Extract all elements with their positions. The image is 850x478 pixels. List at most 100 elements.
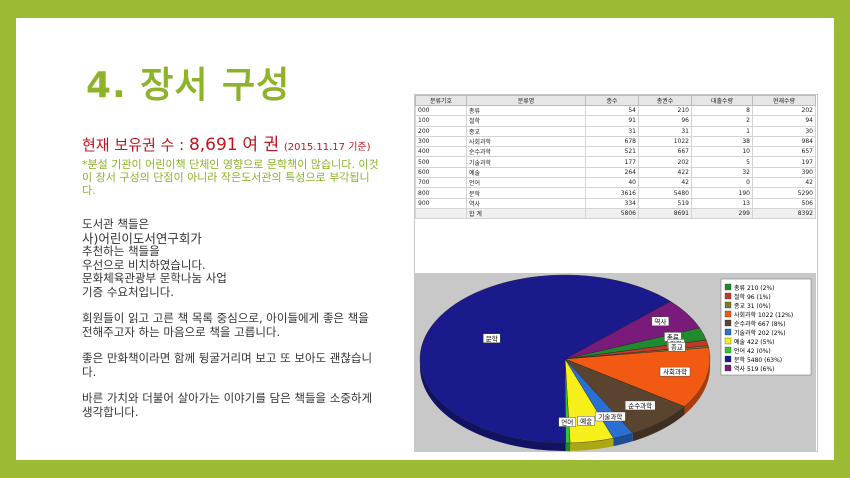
legend-entry: 순수과학 667 (8%) [734, 320, 786, 328]
col-header: 종수 [585, 95, 639, 106]
legend-swatch [724, 301, 732, 309]
data-label: 기술과학 [598, 412, 622, 421]
table-cell: 657 [752, 146, 816, 158]
table-cell: 1 [691, 125, 753, 137]
table-cell: 300 [415, 135, 467, 148]
line: 추천하는 책들을 [82, 244, 160, 258]
line: 우선으로 비치하였습니다. [82, 257, 206, 272]
legend-entry: 종교 31 (0%) [734, 303, 771, 310]
data-label: 순수과학 [628, 401, 652, 410]
table-cell: 800 [415, 187, 467, 199]
body-text: 도서관 책들은 사)어린이도서연구회가 추천하는 책들을 우선으로 비치하였습니… [82, 217, 382, 432]
table-cell: 506 [752, 197, 816, 209]
table-cell: 91 [585, 115, 639, 127]
page-title: 4. 장서 구성 [86, 65, 291, 106]
data-label: 총류 [667, 332, 679, 341]
table-cell: 200 [415, 125, 467, 137]
table-cell: 422 [638, 166, 692, 179]
table-cell: 197 [752, 156, 816, 168]
paragraph-2: 회원들이 읽고 고른 책 목록 중심으로, 아이들에게 좋은 책을 전해주고자 … [82, 311, 369, 339]
legend-swatch [724, 319, 732, 327]
col-header: 대출수량 [691, 95, 753, 106]
line: 문화체육관광부 문학나눔 사업 [82, 271, 227, 285]
data-label-box [577, 416, 595, 426]
legend-swatch [724, 355, 732, 363]
table-cell: 종교 [466, 125, 586, 137]
line: 기증 수요처입니다. [82, 284, 174, 299]
table-header-row: 분류기호 분류명 종수 총권수 대출수량 현재수량 [415, 95, 816, 106]
table-cell: 40 [585, 177, 639, 189]
table-row: 500 기술과학 177 202 5 197 [415, 156, 816, 168]
data-label: 예술 [580, 416, 592, 425]
table-cell: 678 [585, 135, 639, 148]
pie-slice-side-순수과학 [632, 406, 685, 442]
table-cell: 1022 [638, 135, 692, 148]
data-label: 언어 [561, 418, 573, 427]
col-header: 총권수 [638, 95, 692, 106]
table-cell: 합 계 [466, 207, 586, 220]
table-cell: 42 [752, 177, 816, 189]
col-header: 분류기호 [415, 95, 467, 106]
table-cell: 264 [585, 166, 639, 179]
table-cell: 177 [585, 156, 639, 168]
table-cell: 13 [691, 197, 753, 209]
table-cell: 54 [585, 104, 639, 117]
collection-note: *분설 기관이 어린이책 단체인 영향으로 문학책이 많습니다. 이것이 장서 … [82, 158, 379, 197]
legend-entry: 기술과학 202 (2%) [734, 329, 786, 337]
table-cell: 31 [638, 125, 692, 137]
table-cell: 210 [638, 104, 692, 117]
table-cell [415, 207, 467, 220]
legend-entry: 사회과학 1022 (12%) [734, 311, 793, 319]
table-cell: 31 [585, 125, 639, 137]
table-row: 000 총류 54 210 8 202 [415, 104, 816, 117]
pie-slice-문학 [419, 274, 671, 444]
table-cell: 8392 [752, 207, 816, 220]
data-label-box [558, 417, 576, 427]
table-cell: 5480 [638, 187, 692, 199]
pie-slice-side-언어 [565, 442, 571, 451]
table-cell: 667 [638, 146, 692, 158]
legend-entry: 철학 96 (1%) [734, 293, 771, 301]
legend-swatch [724, 283, 732, 291]
legend-entry: 예술 422 (5%) [734, 338, 775, 346]
table-cell: 8 [691, 104, 753, 117]
table-cell: 100 [415, 115, 467, 127]
table-cell: 984 [752, 135, 816, 148]
pie-chart: 총류철학종교사회과학순수과학기술과학예술언어문학역사총류 210 (2%)철학 … [415, 273, 816, 451]
data-label-box [624, 400, 656, 411]
table-row: 100 철학 91 96 2 94 [415, 115, 816, 127]
data-label: 사회과학 [663, 367, 687, 376]
table-cell: 700 [415, 177, 467, 189]
table-cell: 0 [691, 177, 753, 189]
table-cell: 334 [585, 197, 639, 209]
data-label: 역사 [654, 317, 666, 326]
table-cell: 언어 [466, 177, 586, 189]
table-cell: 철학 [466, 115, 586, 127]
table-row: 900 역사 334 519 13 506 [415, 197, 816, 209]
table-cell: 96 [638, 115, 692, 127]
table-cell: 예술 [466, 166, 586, 179]
table-cell: 202 [638, 156, 692, 168]
data-label-box [595, 411, 626, 422]
legend-entry: 총류 210 (2%) [734, 284, 775, 292]
table-cell: 5290 [752, 187, 816, 199]
table-row: 300 사회과학 678 1022 38 984 [415, 135, 816, 148]
data-label: 문학 [486, 334, 498, 343]
table-cell: 519 [638, 197, 692, 209]
table-cell: 400 [415, 146, 467, 158]
data-label: 종교 [671, 343, 683, 351]
line: 사)어린이도서연구회가 [82, 230, 202, 246]
holdings-count: 현재 보유권 수 : 8,691 여 권 (2015.11.17 기준) [82, 130, 371, 155]
table-cell: 총류 [466, 104, 586, 117]
table-cell: 202 [752, 104, 816, 117]
table-cell: 문학 [466, 187, 586, 199]
pie-chart-svg: 총류철학종교사회과학순수과학기술과학예술언어문학역사총류 210 (2%)철학 … [419, 274, 812, 451]
table-cell: 000 [415, 104, 467, 117]
table-cell: 900 [415, 197, 467, 209]
table-cell: 30 [752, 125, 816, 137]
table-cell: 5 [691, 156, 753, 168]
line: 도서관 책들은 [82, 217, 150, 231]
table-cell: 190 [691, 187, 753, 199]
slide: 4. 장서 구성 현재 보유권 수 : 8,691 여 권 (2015.11.1… [16, 18, 834, 460]
table-row: 400 순수과학 521 667 10 657 [415, 146, 816, 158]
